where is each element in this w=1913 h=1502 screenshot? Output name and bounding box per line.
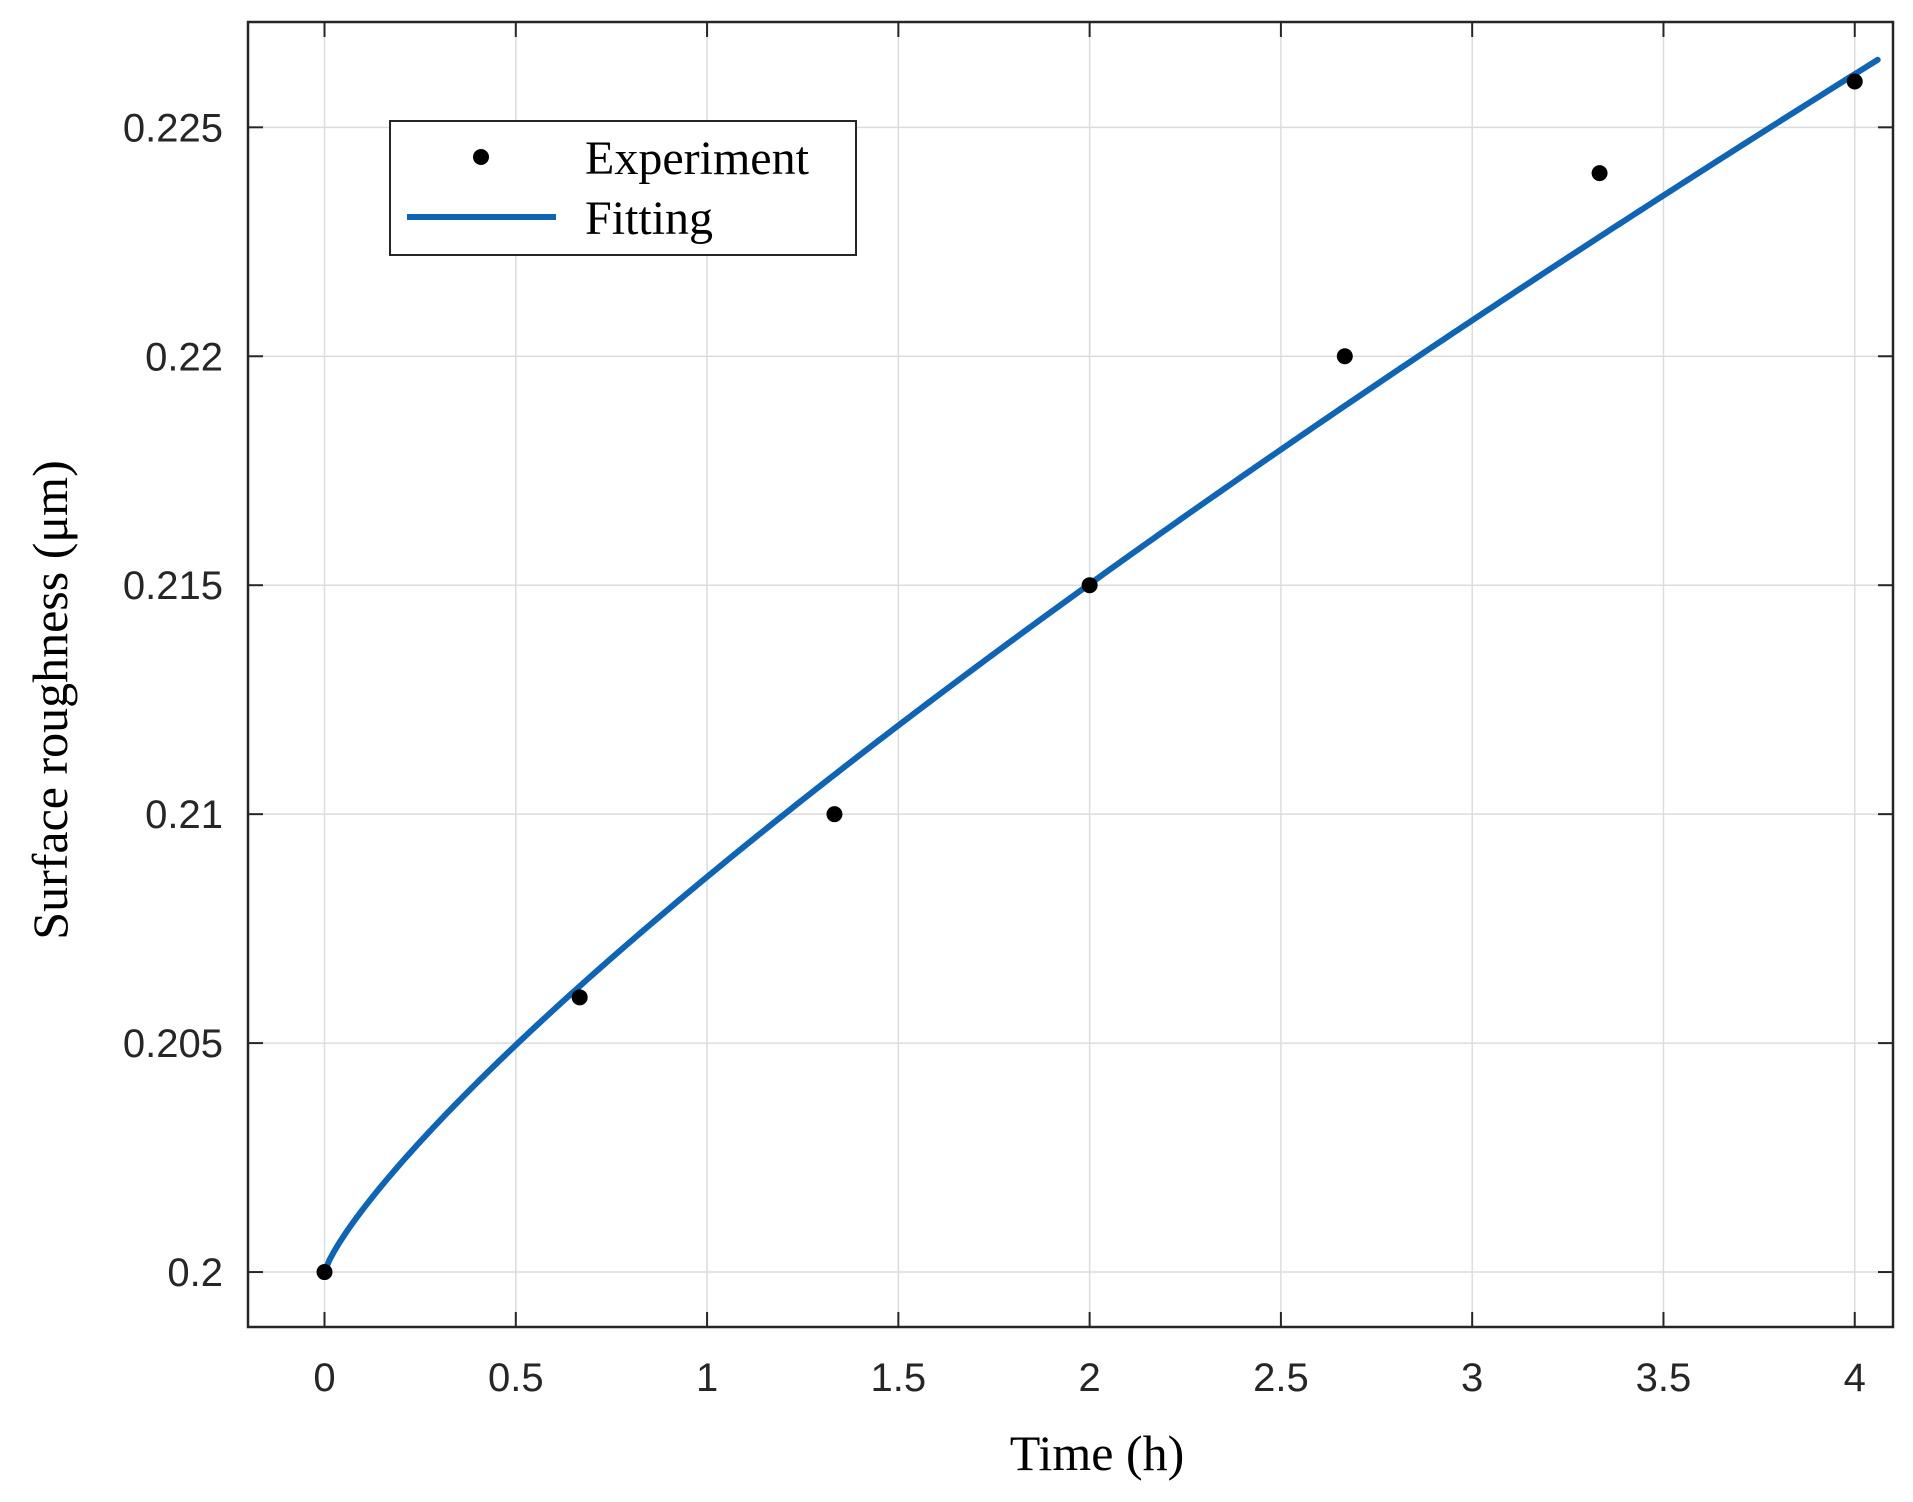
x-tick-label: 4 <box>1844 1356 1866 1400</box>
legend-experiment-label: Experiment <box>585 132 810 185</box>
x-tick-label: 1 <box>696 1356 718 1400</box>
legend-box <box>389 120 857 256</box>
x-tick-label: 2 <box>1079 1356 1101 1400</box>
x-tick-label: 0.5 <box>488 1356 544 1400</box>
y-tick-label: 0.2 <box>167 1251 223 1295</box>
tick-marks <box>248 22 1893 1327</box>
legend-fitting-label: Fitting <box>585 192 713 245</box>
experiment-point <box>826 806 843 823</box>
legend: Experiment Fitting <box>389 120 857 256</box>
experiment-point <box>316 1264 333 1281</box>
experiment-point <box>1846 73 1863 90</box>
series-layer <box>316 56 1881 1281</box>
experiment-point <box>1591 165 1608 182</box>
x-tick-label: 3 <box>1461 1356 1483 1400</box>
y-tick-labels: 0.2 0.205 0.21 0.215 0.22 0.225 <box>123 106 223 1295</box>
experiment-point <box>1336 348 1353 365</box>
fitting-curve <box>321 56 1881 1276</box>
y-tick-label: 0.225 <box>123 106 223 150</box>
experiment-point <box>571 989 588 1006</box>
y-tick-label: 0.205 <box>123 1022 223 1066</box>
y-tick-label: 0.22 <box>145 335 223 379</box>
y-tick-label: 0.215 <box>123 564 223 608</box>
x-tick-labels: 0 0.5 1 1.5 2 2.5 3 3.5 4 <box>313 1356 1865 1400</box>
y-tick-label: 0.21 <box>145 793 223 837</box>
x-tick-label: 3.5 <box>1636 1356 1692 1400</box>
x-tick-label: 1.5 <box>871 1356 927 1400</box>
y-axis-label: Surface roughness (μm) <box>22 460 78 939</box>
experiment-point <box>1081 577 1098 594</box>
plot-area-frame <box>246 20 1895 1329</box>
x-axis-label: Time (h) <box>1010 1425 1185 1481</box>
x-tick-label: 0 <box>313 1356 335 1400</box>
legend-experiment-marker <box>473 149 489 165</box>
x-tick-label: 2.5 <box>1253 1356 1309 1400</box>
